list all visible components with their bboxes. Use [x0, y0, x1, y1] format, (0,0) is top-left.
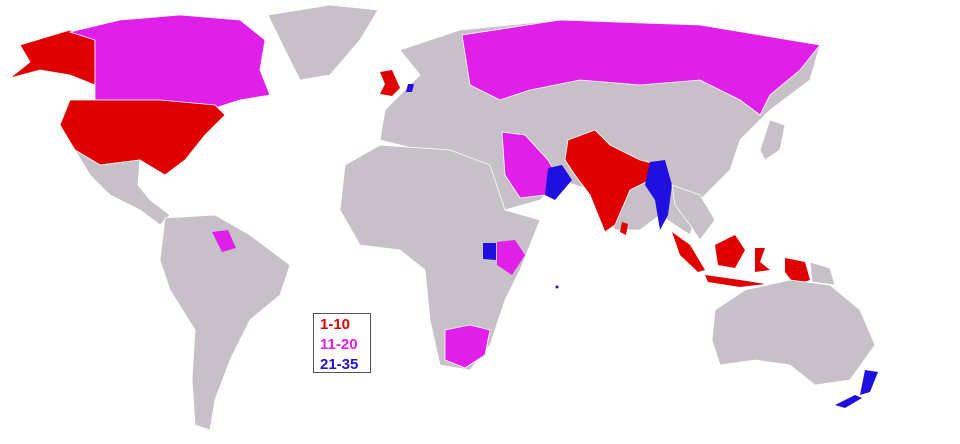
- south-africa: [444, 324, 491, 369]
- oman: [545, 165, 572, 200]
- mexico-central-america: [74, 149, 171, 226]
- united-states: [59, 99, 226, 176]
- new-zealand: [835, 370, 878, 408]
- guyana: [212, 230, 236, 252]
- greenland: [267, 4, 379, 81]
- indonesia-java: [705, 275, 765, 287]
- legend-item-11-20: 11-20: [320, 336, 358, 353]
- sri-lanka: [620, 222, 628, 235]
- australia: [711, 279, 876, 386]
- india: [564, 129, 661, 233]
- japan: [759, 119, 786, 161]
- canada: [68, 14, 271, 109]
- indonesia-sumatra: [672, 232, 705, 272]
- russia: [461, 19, 821, 116]
- africa: [339, 144, 541, 371]
- united-kingdom: [380, 70, 400, 96]
- legend-item-21-35: 21-35: [320, 356, 359, 373]
- kenya: [497, 240, 525, 275]
- southeast-asia: [671, 184, 716, 241]
- legend-item-1-10: 1-10: [320, 316, 351, 333]
- indonesia-sulawesi: [755, 248, 770, 272]
- indonesia-borneo: [715, 235, 745, 268]
- south-america: [159, 214, 291, 431]
- netherlands: [406, 84, 414, 92]
- map-legend: 1-10 11-20 21-35: [313, 313, 371, 373]
- myanmar: [645, 160, 672, 230]
- mauritius: [555, 285, 559, 289]
- alaska: [9, 29, 96, 86]
- uganda: [483, 243, 496, 260]
- papua-new-guinea: [809, 261, 836, 286]
- indonesia-papua: [785, 258, 810, 285]
